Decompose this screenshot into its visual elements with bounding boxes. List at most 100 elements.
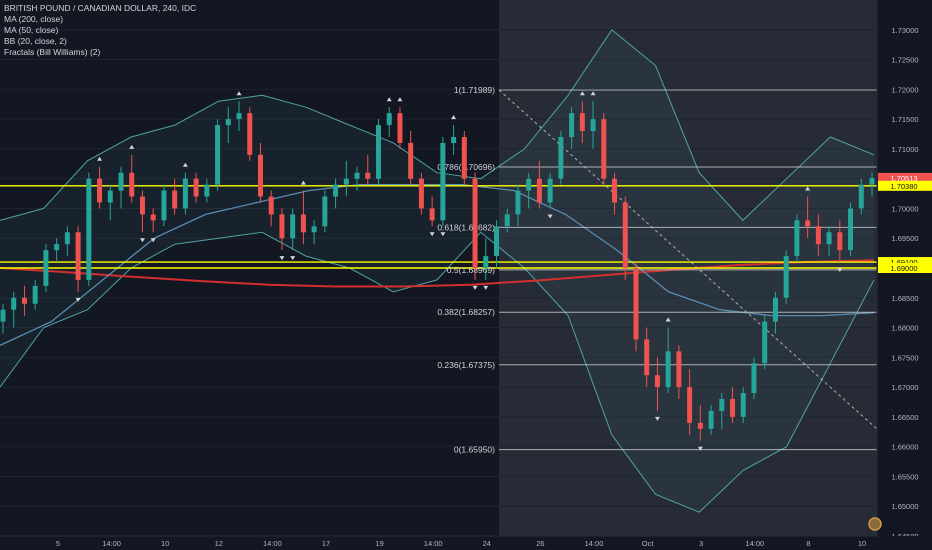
ma50-legend: MA (50, close) [4, 25, 59, 35]
candle-body [526, 178, 532, 191]
moving-averages [0, 183, 875, 346]
time-tick-label: 14:00 [585, 539, 604, 548]
price-tick-label: 1.73000 [891, 26, 918, 35]
ma200-legend: MA (200, close) [4, 14, 64, 24]
candle-body [654, 375, 660, 388]
fractal-down-marker [139, 238, 145, 243]
fractal-down-marker [429, 232, 435, 237]
candle-body [290, 214, 296, 239]
chart-legend: BRITISH POUND / CANADIAN DOLLAR, 240, ID… [4, 3, 196, 58]
fractal-down-marker [472, 285, 478, 290]
ma200-line [0, 259, 875, 288]
time-tick-label: 10 [858, 539, 866, 548]
candle-body [408, 142, 414, 179]
candle-body [386, 113, 392, 126]
fib-level-label: 1(1.71989) [454, 85, 495, 95]
time-axis[interactable]: 5 14:00 10 12 14:00 17 19 14:00 24 26 14:00 Oct 3 14:… [0, 535, 932, 550]
fractal-down-marker [483, 285, 489, 290]
price-tick-label: 1.69500 [891, 234, 918, 243]
candle-body [118, 172, 124, 191]
candle-body [783, 256, 789, 298]
candle-body [236, 113, 242, 120]
price-tick-label: 1.68000 [891, 324, 918, 333]
candle-body [86, 178, 92, 280]
candle-body [204, 184, 210, 197]
candle-body [279, 214, 285, 239]
candle-body [333, 184, 339, 197]
fractal-down-marker [697, 446, 703, 451]
chart-settings-icon[interactable] [868, 517, 882, 531]
price-axis-background [877, 0, 932, 550]
price-label-text: 1.70513 [890, 174, 917, 183]
fractal-up-marker [182, 162, 188, 167]
candle-body [322, 196, 328, 227]
time-tick-label: 17 [322, 539, 330, 548]
candle-body [772, 297, 778, 322]
price-tick-label: 1.67000 [891, 383, 918, 392]
candle-body [590, 119, 596, 132]
price-label-box [878, 172, 932, 183]
price-tick-label: 1.65500 [891, 472, 918, 481]
candle-body [451, 136, 457, 143]
candle-body [64, 232, 70, 245]
price-label-text: 1.69000 [890, 264, 917, 273]
price-tick-label: 1.70000 [891, 204, 918, 213]
fractals-legend: Fractals (Bill Williams) (2) [4, 47, 101, 57]
candle-body [440, 142, 446, 221]
candle-body [536, 178, 542, 203]
candle-body [161, 190, 167, 221]
candle-body [129, 172, 135, 197]
candle-body [461, 136, 467, 179]
fractal-down-marker [279, 256, 285, 261]
candle-body [751, 363, 757, 394]
candle-body [504, 214, 510, 227]
price-tick-label: 1.72000 [891, 85, 918, 94]
fractal-markers [75, 91, 843, 451]
candle-body [472, 178, 478, 268]
candle-body [719, 399, 725, 411]
price-axis[interactable]: 1.73000 1.72500 1.72000 1.71500 1.71000 1.705… [876, 0, 932, 550]
fractal-up-marker [665, 317, 671, 322]
candle-body [740, 393, 746, 417]
time-tick-label: 12 [215, 539, 223, 548]
candle-body [612, 178, 618, 203]
candle-body [311, 226, 317, 233]
candle-body [665, 351, 671, 388]
fractal-up-marker [300, 180, 306, 185]
candle-body [483, 256, 489, 268]
time-axis-background [0, 536, 932, 550]
grid-lines [0, 29, 877, 537]
candle-body [139, 196, 145, 215]
bb-lower-line [0, 231, 875, 513]
time-tick-label: 5 [56, 539, 60, 548]
time-tick-label: 26 [536, 539, 544, 548]
candle-body [397, 113, 403, 143]
fractal-up-marker [397, 97, 403, 102]
candle-body [569, 113, 575, 137]
price-label-text: 1.70380 [890, 182, 917, 191]
ma50-line [0, 183, 875, 346]
fractal-down-marker [837, 268, 843, 273]
candle-body [697, 422, 703, 429]
fractal-down-marker [440, 232, 446, 237]
time-tick-label: 14:00 [745, 539, 764, 548]
candle-body [215, 125, 221, 185]
candle-body [633, 268, 639, 340]
time-tick-label: 8 [806, 539, 810, 548]
candle-body [869, 178, 875, 185]
fractal-up-marker [97, 156, 103, 161]
price-tick-label: 1.71000 [891, 145, 918, 154]
horizontal-levels [0, 185, 877, 269]
time-tick-label: 10 [161, 539, 169, 548]
price-label-box [878, 180, 932, 191]
price-label-text: 1.69100 [890, 258, 917, 267]
fib-level-label: 0(1.65950) [454, 445, 495, 455]
fractal-up-marker [129, 144, 135, 149]
candle-body [247, 113, 253, 155]
time-tick-label: Oct [642, 539, 655, 548]
candle-body [354, 172, 360, 179]
fractal-up-marker [579, 91, 585, 96]
candle-body [75, 232, 81, 280]
